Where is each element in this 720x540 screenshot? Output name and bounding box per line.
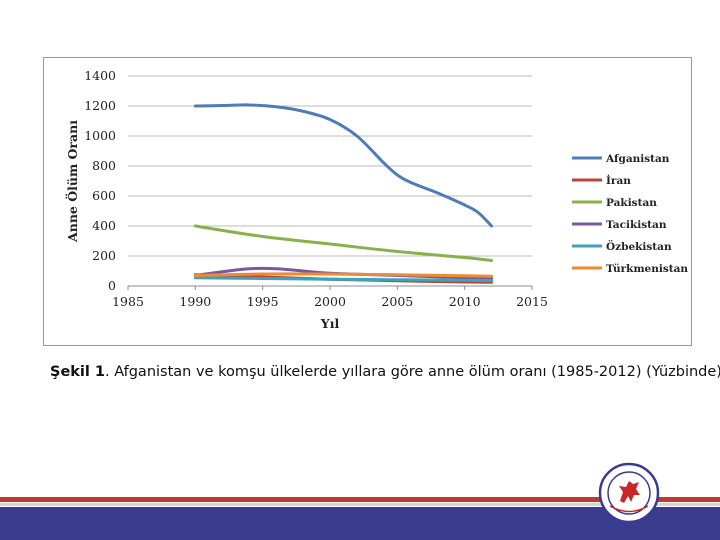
footer-red-line [0,497,720,502]
legend-label: Tacikistan [606,219,667,231]
y-tick-label: 600 [92,188,116,203]
legend-label: Afganistan [605,153,670,165]
line-chart: 0 200 400 600 800 1000 1200 1400 1985 1990 1995 200… [64,68,688,331]
series-line-0 [193,103,494,228]
y-tick-label: 0 [108,278,116,293]
x-tick-label: 2015 [516,294,548,309]
legend-label: İran [606,173,631,187]
y-tick-label: 400 [92,218,116,233]
series-line-3 [193,266,494,280]
legend-label: Pakistan [606,197,657,209]
y-tick-label: 200 [92,248,116,263]
figure-caption: Şekil 1. Afganistan ve komşu ülkelerde y… [50,364,720,380]
y-axis-label: Anne Ölüm Oranı [64,120,80,243]
x-tick-label: 2005 [381,294,413,309]
chart-frame: 0 200 400 600 800 1000 1200 1400 1985 1990 1995 200… [43,57,692,346]
caption-text: . Afganistan ve komşu ülkelerde yıllara … [105,364,720,380]
caption-label: Şekil 1 [50,364,105,380]
x-tick-label: 1995 [247,294,279,309]
series-line-2 [193,224,494,262]
x-axis-label: Yıl [320,316,340,331]
y-tick-label: 1000 [84,128,116,143]
x-tick-label: 1985 [112,294,144,309]
x-tick-label: 1990 [179,294,211,309]
x-tick-label: 2000 [314,294,346,309]
footer-band [0,507,720,540]
series-line-5 [193,272,494,278]
y-tick-label: 800 [92,158,116,173]
series-line-4 [193,276,494,283]
legend-label: Özbekistan [606,239,672,253]
y-tick-label: 1400 [84,68,116,83]
x-tick-label: 2010 [449,294,481,309]
legend-label: Türkmenistan [606,263,688,275]
footer-gray-line [0,503,720,506]
y-tick-label: 1200 [84,98,116,113]
university-logo [598,462,660,524]
